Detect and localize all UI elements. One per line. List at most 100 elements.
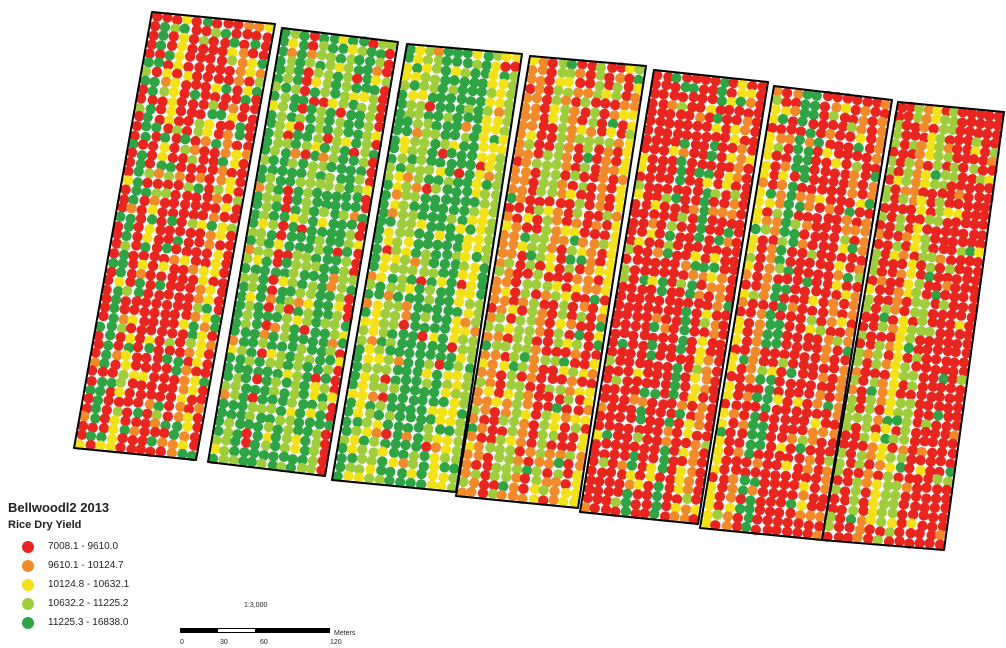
yield-point xyxy=(435,102,446,113)
yield-point xyxy=(181,126,193,137)
yield-point xyxy=(871,153,883,164)
yield-point xyxy=(425,45,436,57)
yield-point xyxy=(153,401,164,412)
yield-point xyxy=(504,202,515,214)
yield-point xyxy=(601,495,612,506)
yield-point xyxy=(884,462,896,473)
yield-point xyxy=(953,209,964,220)
yield-point xyxy=(433,175,444,186)
yield-point xyxy=(680,315,691,327)
yield-point xyxy=(335,117,346,128)
yield-point xyxy=(252,254,263,266)
yield-point xyxy=(380,438,391,449)
yield-point xyxy=(635,414,647,425)
yield-point xyxy=(664,482,675,494)
yield-point xyxy=(319,142,331,154)
yield-point xyxy=(723,104,735,116)
yield-point xyxy=(672,184,684,195)
yield-point xyxy=(193,126,204,137)
yield-point xyxy=(773,507,785,518)
yield-point xyxy=(787,490,798,501)
yield-point xyxy=(118,249,130,261)
yield-point xyxy=(135,213,147,224)
yield-point xyxy=(765,309,776,321)
yield-point xyxy=(372,66,383,77)
yield-point xyxy=(191,71,203,82)
yield-point xyxy=(305,177,316,189)
yield-point xyxy=(817,426,829,438)
yield-point xyxy=(535,186,547,197)
yield-point xyxy=(413,433,424,444)
yield-point xyxy=(563,468,574,479)
yield-point xyxy=(709,262,720,273)
yield-point xyxy=(99,413,111,424)
yield-point xyxy=(291,84,302,95)
yield-point xyxy=(369,85,380,96)
yield-point xyxy=(394,411,406,422)
yield-point xyxy=(661,314,672,325)
yield-point xyxy=(397,274,408,285)
yield-point xyxy=(698,392,709,403)
yield-point xyxy=(293,297,304,308)
yield-point xyxy=(744,448,755,460)
yield-point xyxy=(762,515,773,526)
yield-point xyxy=(966,108,977,119)
yield-point xyxy=(831,102,842,113)
yield-point xyxy=(131,417,142,428)
yield-point xyxy=(934,263,946,274)
yield-point xyxy=(434,230,445,241)
yield-point xyxy=(423,432,434,443)
yield-point xyxy=(629,101,640,112)
yield-point xyxy=(741,400,752,412)
yield-point xyxy=(658,399,669,410)
yield-point xyxy=(866,125,878,137)
yield-point xyxy=(878,498,890,510)
yield-point xyxy=(351,258,362,269)
yield-point xyxy=(229,389,241,401)
yield-point xyxy=(858,115,869,127)
yield-point xyxy=(260,41,272,52)
yield-point xyxy=(132,177,144,188)
yield-point xyxy=(76,429,88,440)
yield-point xyxy=(550,169,561,181)
yield-point xyxy=(283,304,294,315)
yield-point xyxy=(694,420,705,431)
yield-point xyxy=(585,69,596,81)
yield-point xyxy=(916,389,927,401)
yield-point xyxy=(412,63,423,74)
yield-point xyxy=(708,393,719,404)
yield-point xyxy=(667,276,678,288)
yield-point xyxy=(729,134,741,145)
yield-point xyxy=(240,319,251,330)
yield-point xyxy=(952,402,964,413)
yield-point xyxy=(501,471,512,483)
yield-point xyxy=(867,116,878,127)
yield-point xyxy=(888,498,899,510)
yield-point xyxy=(779,479,790,490)
yield-point xyxy=(399,143,410,155)
yield-point xyxy=(398,200,409,211)
yield-point xyxy=(341,246,353,258)
yield-point xyxy=(200,136,211,147)
yield-point xyxy=(510,287,521,298)
yield-point xyxy=(607,337,619,348)
yield-point xyxy=(870,489,881,500)
yield-point xyxy=(485,377,496,389)
legend-label: 11225.3 - 16838.0 xyxy=(48,617,129,628)
yield-point xyxy=(590,439,602,450)
yield-point xyxy=(494,265,505,277)
yield-point xyxy=(318,272,329,284)
yield-point xyxy=(417,90,428,101)
yield-point xyxy=(452,370,463,381)
yield-point xyxy=(181,365,192,376)
yield-point xyxy=(420,193,431,204)
yield-point xyxy=(468,141,479,153)
yield-point xyxy=(570,488,581,499)
yield-point xyxy=(580,350,591,361)
yield-point xyxy=(241,149,253,160)
yield-point xyxy=(905,204,917,215)
yield-point xyxy=(838,438,850,450)
yield-point xyxy=(578,433,590,444)
yield-point xyxy=(137,435,148,446)
yield-point xyxy=(815,501,827,512)
